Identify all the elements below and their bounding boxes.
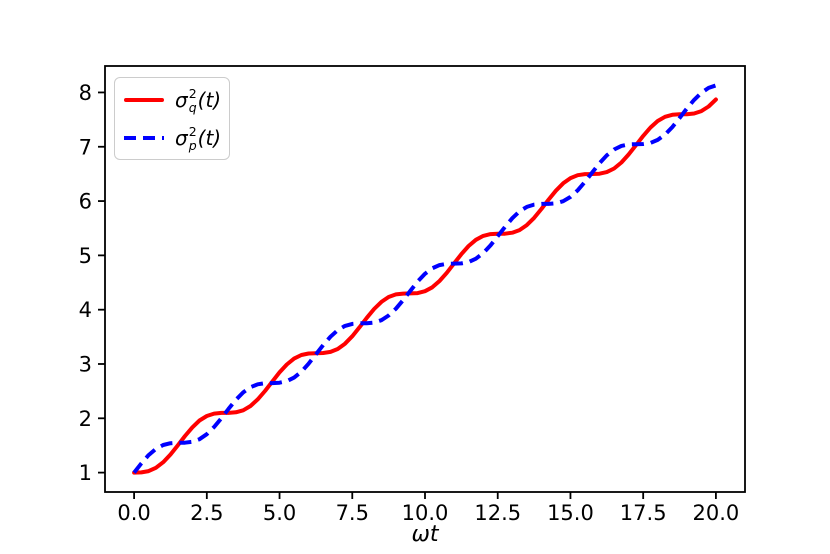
legend-label-sigma-p: σ 2 p (t) [175, 124, 222, 151]
sigma-symbol: σ [175, 87, 188, 112]
x-axis-tick-label: 5.0 [263, 501, 296, 525]
of-t-text: (t) [197, 87, 222, 112]
y-axis-tick-label: 7 [79, 135, 92, 159]
y-axis-tick-label: 3 [79, 352, 92, 376]
x-axis-tick-label: 12.5 [474, 501, 521, 525]
x-axis-label: ωt [105, 522, 745, 548]
ticks-layer: 0.0 2.5 5.0 7.5 10.0 12.5 15.0 17.5 20.0 1 2 3 4 5 6 7 8 [79, 81, 740, 525]
legend-label-sigma-q: σ 2 q (t) [175, 86, 222, 113]
curve-sigma-q-squared [132, 97, 718, 475]
of-t-text: (t) [197, 125, 222, 150]
y-axis-tick-label: 5 [79, 244, 92, 268]
y-axis-tick-label: 6 [79, 190, 92, 214]
y-axis-tick-label: 4 [79, 298, 92, 322]
x-axis-tick-label: 0.0 [117, 501, 150, 525]
legend-entry-sigma-p: σ 2 p (t) [124, 123, 222, 152]
legend-entry-sigma-q: σ 2 q (t) [124, 85, 222, 114]
subscript-p: p [188, 137, 197, 153]
curve-sigma-p-squared [132, 83, 717, 474]
x-axis-tick-label: 10.0 [402, 501, 449, 525]
superscript-2: 2 [188, 124, 197, 140]
x-axis-tick-label: 17.5 [620, 501, 667, 525]
legend: σ 2 q (t) σ 2 p (t) [114, 77, 230, 160]
subscript-q: q [188, 99, 197, 115]
x-axis-tick-label: 2.5 [190, 501, 223, 525]
x-axis-tick-label: 7.5 [336, 501, 369, 525]
legend-line-sample-blue [124, 135, 164, 140]
legend-line-sample-red [124, 97, 164, 102]
series-layer [132, 83, 718, 475]
sigma-symbol: σ [175, 125, 188, 150]
superscript-2: 2 [188, 86, 197, 102]
y-axis-tick-label: 2 [79, 407, 92, 431]
x-axis-tick-label: 20.0 [693, 501, 740, 525]
x-axis-tick-label: 15.0 [547, 501, 594, 525]
y-axis-tick-label: 1 [79, 461, 92, 485]
x-axis-label-text: ωt [411, 522, 439, 547]
y-axis-tick-label: 8 [79, 81, 92, 105]
